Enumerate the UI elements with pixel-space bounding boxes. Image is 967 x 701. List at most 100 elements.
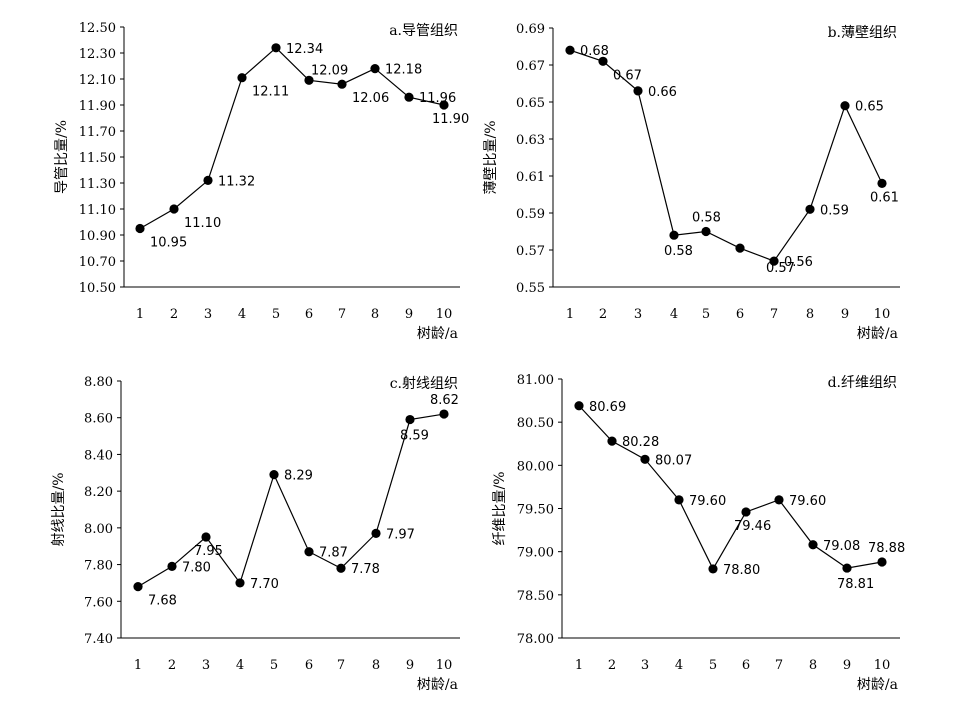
x-tick-label: 5 (270, 658, 278, 673)
data-label: 0.61 (870, 190, 899, 205)
x-tick-label: 4 (675, 658, 683, 673)
x-tick-label: 3 (202, 658, 210, 673)
data-point (674, 495, 684, 505)
data-point (135, 223, 145, 234)
data-label: 79.46 (734, 519, 771, 534)
y-tick-label: 80.00 (517, 459, 554, 474)
x-tick-label: 8 (809, 658, 817, 673)
data-point (598, 56, 608, 66)
y-tick-label: 0.57 (516, 244, 545, 259)
data-label: 7.80 (182, 560, 211, 575)
data-label: 80.69 (589, 400, 626, 415)
data-point (169, 204, 179, 214)
x-tick-label: 9 (406, 658, 414, 673)
x-tick-label: 4 (238, 307, 246, 322)
y-tick-label: 0.59 (516, 207, 545, 222)
data-point (304, 547, 314, 557)
data-point (877, 557, 887, 567)
data-label: 10.95 (150, 236, 187, 251)
data-label: 7.97 (386, 527, 415, 542)
y-axis-title: 薄壁比量/% (483, 120, 499, 194)
data-point (201, 532, 211, 542)
x-tick-label: 7 (775, 658, 783, 673)
x-tick-label: 6 (305, 307, 313, 322)
data-label: 0.58 (692, 211, 721, 226)
y-tick-label: 11.90 (79, 99, 116, 114)
data-label: 7.70 (250, 577, 279, 592)
y-tick-label: 11.50 (79, 151, 116, 166)
x-tick-label: 10 (874, 307, 891, 322)
data-point (439, 100, 449, 110)
data-point (735, 243, 745, 253)
chart-title: a.导管组织 (389, 23, 458, 39)
data-point (669, 230, 679, 240)
x-tick-label: 10 (874, 658, 891, 673)
data-point (304, 75, 314, 85)
y-tick-label: 11.10 (79, 203, 116, 218)
data-point (842, 563, 852, 573)
y-tick-label: 78.50 (517, 589, 554, 604)
x-tick-label: 10 (436, 658, 453, 673)
data-point (203, 175, 213, 185)
data-point (840, 101, 850, 111)
data-label: 0.58 (664, 244, 693, 259)
data-label: 79.60 (789, 494, 826, 509)
data-label: 8.59 (400, 429, 429, 444)
data-label: 0.59 (820, 203, 849, 218)
y-tick-label: 11.30 (79, 177, 116, 192)
data-label: 79.60 (689, 494, 726, 509)
x-tick-label: 4 (236, 658, 244, 673)
x-axis-title: 树龄/a (417, 326, 458, 342)
y-tick-label: 0.65 (516, 96, 545, 111)
x-tick-label: 9 (405, 307, 413, 322)
y-tick-label: 80.50 (517, 416, 554, 431)
data-label: 11.96 (419, 91, 456, 106)
data-point (271, 43, 281, 53)
x-tick-label: 3 (204, 307, 212, 322)
y-tick-label: 7.80 (84, 559, 113, 574)
data-label: 12.09 (311, 63, 348, 78)
series-line (569, 49, 883, 262)
x-tick-label: 10 (436, 307, 453, 322)
y-tick-label: 78.00 (517, 632, 554, 647)
data-label: 7.95 (194, 544, 223, 559)
data-point (235, 578, 245, 588)
x-axis-title: 树龄/a (857, 326, 898, 342)
data-point (269, 470, 279, 480)
data-point (574, 401, 584, 411)
data-point (565, 45, 575, 55)
y-tick-label: 0.63 (516, 133, 545, 148)
series-line (139, 46, 445, 230)
x-tick-label: 2 (608, 658, 616, 673)
data-label: 0.56 (784, 255, 813, 270)
data-label: 8.29 (284, 469, 313, 484)
data-label: 79.08 (823, 539, 860, 554)
x-tick-label: 5 (709, 658, 717, 673)
x-tick-label: 4 (670, 307, 678, 322)
y-tick-label: 10.90 (79, 229, 116, 244)
x-axis-title: 树龄/a (417, 677, 458, 693)
chart-title: d.纤维组织 (828, 375, 897, 391)
y-tick-label: 8.80 (84, 375, 113, 390)
chart-title: c.射线组织 (390, 376, 458, 392)
y-tick-label: 8.20 (84, 485, 113, 500)
x-tick-label: 8 (806, 307, 814, 322)
x-tick-label: 8 (372, 658, 380, 673)
y-tick-label: 81.00 (517, 373, 554, 388)
data-point (439, 409, 449, 419)
data-point (805, 204, 815, 214)
data-label: 80.07 (655, 453, 692, 468)
x-tick-label: 1 (136, 307, 144, 322)
x-tick-label: 5 (272, 307, 280, 322)
data-label: 12.18 (385, 63, 422, 78)
y-tick-label: 10.50 (79, 281, 116, 296)
data-label: 78.88 (868, 541, 905, 556)
data-point (337, 79, 347, 89)
data-point (769, 256, 779, 266)
x-tick-label: 2 (170, 307, 178, 322)
data-point (336, 563, 346, 573)
data-label: 0.57 (766, 261, 795, 276)
data-point (701, 226, 711, 237)
y-axis-title: 导管比量/% (54, 120, 70, 194)
y-tick-label: 12.30 (79, 47, 116, 62)
